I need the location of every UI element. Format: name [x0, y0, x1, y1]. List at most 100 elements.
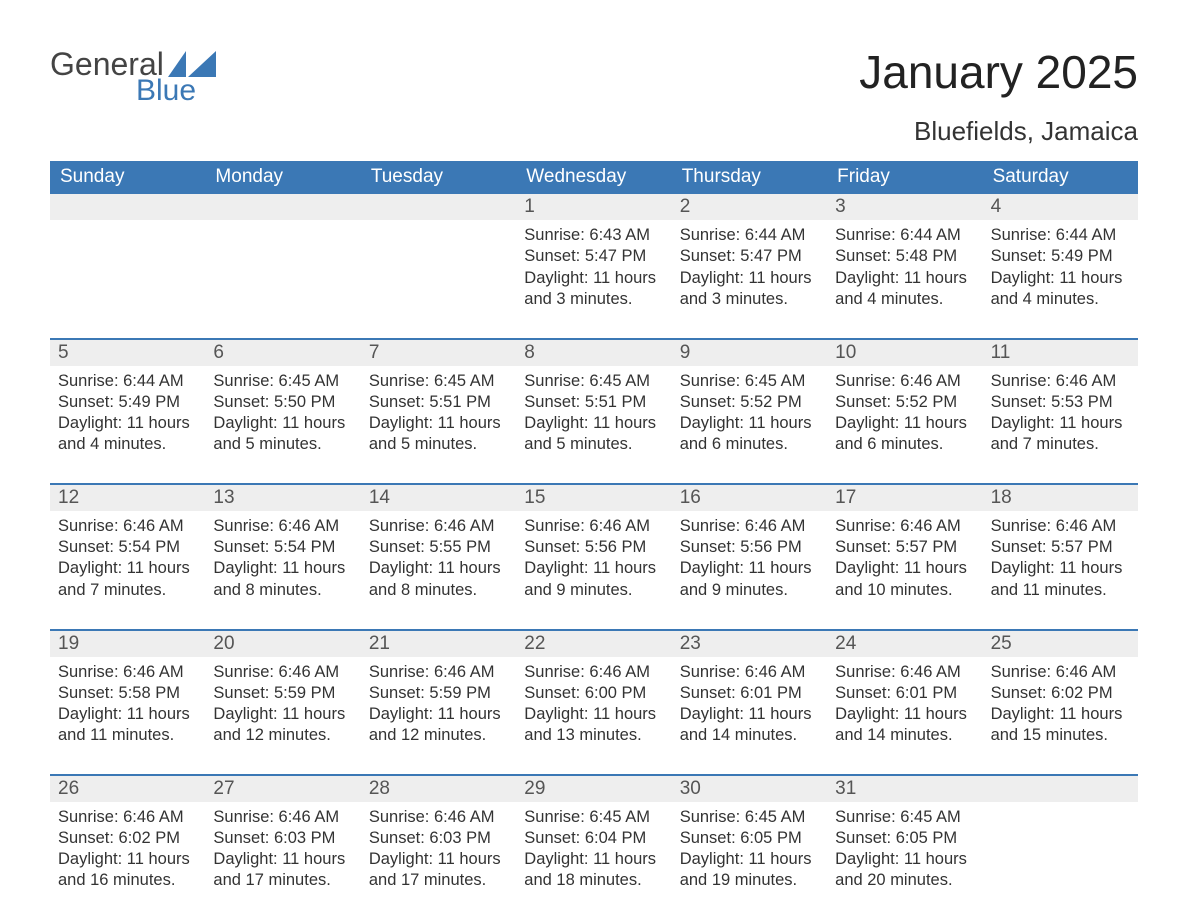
sunset-label: Sunset: [524, 393, 585, 411]
day-number: 11 [983, 340, 1138, 366]
sunrise-value: 6:46 AM [900, 372, 961, 390]
week-row: 12131415161718Sunrise: 6:46 AMSunset: 5:… [50, 483, 1138, 628]
day-cell: Sunrise: 6:44 AMSunset: 5:47 PMDaylight:… [672, 220, 827, 337]
sunrise-label: Sunrise: [991, 372, 1056, 390]
sunrise-value: 6:45 AM [745, 808, 806, 826]
sunset-label: Sunset: [524, 829, 585, 847]
day-cell: Sunrise: 6:44 AMSunset: 5:49 PMDaylight:… [50, 366, 205, 483]
daynum-row: 12131415161718 [50, 485, 1138, 511]
sunrise-label: Sunrise: [991, 517, 1056, 535]
daylight-label: Daylight: [835, 850, 904, 868]
sunset-value: 5:55 PM [429, 538, 490, 556]
sunset-label: Sunset: [58, 684, 119, 702]
day-number: 19 [50, 631, 205, 657]
sunset-value: 5:50 PM [274, 393, 335, 411]
sunrise-value: 6:45 AM [900, 808, 961, 826]
day-cell [50, 220, 205, 337]
sunrise-value: 6:46 AM [1056, 372, 1117, 390]
week-row: 567891011Sunrise: 6:44 AMSunset: 5:49 PM… [50, 338, 1138, 483]
day-number: 28 [361, 776, 516, 802]
sunrise-label: Sunrise: [58, 372, 123, 390]
day-cell: Sunrise: 6:45 AMSunset: 5:51 PMDaylight:… [361, 366, 516, 483]
sunrise-value: 6:46 AM [123, 517, 184, 535]
sunset-value: 5:51 PM [429, 393, 490, 411]
daylight-label: Daylight: [369, 705, 438, 723]
day-cell: Sunrise: 6:46 AMSunset: 6:02 PMDaylight:… [50, 802, 205, 919]
daynum-row: 1234 [50, 194, 1138, 220]
day-number: 22 [516, 631, 671, 657]
daylight-label: Daylight: [58, 559, 127, 577]
daylight-label: Daylight: [524, 559, 593, 577]
sunset-label: Sunset: [680, 829, 741, 847]
sunset-label: Sunset: [524, 684, 585, 702]
header: General Blue January 2025 Bluefields, Ja… [50, 48, 1138, 147]
sunrise-value: 6:46 AM [745, 663, 806, 681]
sunset-value: 5:52 PM [740, 393, 801, 411]
weekday-label: Monday [205, 161, 360, 194]
day-cell [205, 220, 360, 337]
sunset-value: 6:00 PM [585, 684, 646, 702]
sunrise-label: Sunrise: [680, 808, 745, 826]
day-number: 24 [827, 631, 982, 657]
sunset-value: 5:53 PM [1051, 393, 1112, 411]
daylight-label: Daylight: [835, 414, 904, 432]
week-row: 19202122232425Sunrise: 6:46 AMSunset: 5:… [50, 629, 1138, 774]
sunrise-label: Sunrise: [524, 226, 589, 244]
sunrise-label: Sunrise: [991, 663, 1056, 681]
day-number: 9 [672, 340, 827, 366]
sunset-label: Sunset: [680, 538, 741, 556]
day-number: 26 [50, 776, 205, 802]
daylight-label: Daylight: [680, 850, 749, 868]
weekday-label: Sunday [50, 161, 205, 194]
day-number: 23 [672, 631, 827, 657]
sunset-label: Sunset: [835, 538, 896, 556]
daylight-label: Daylight: [991, 414, 1060, 432]
day-number: 14 [361, 485, 516, 511]
daynum-row: 567891011 [50, 340, 1138, 366]
sunset-value: 5:59 PM [429, 684, 490, 702]
sunset-label: Sunset: [213, 829, 274, 847]
sunrise-label: Sunrise: [213, 372, 278, 390]
daylight-label: Daylight: [369, 850, 438, 868]
day-cell: Sunrise: 6:46 AMSunset: 5:59 PMDaylight:… [361, 657, 516, 774]
calendar: SundayMondayTuesdayWednesdayThursdayFrid… [50, 161, 1138, 919]
sunrise-value: 6:44 AM [900, 226, 961, 244]
sunset-value: 5:48 PM [896, 247, 957, 265]
sunrise-label: Sunrise: [213, 517, 278, 535]
sunrise-label: Sunrise: [524, 663, 589, 681]
sunset-value: 6:02 PM [119, 829, 180, 847]
sunrise-label: Sunrise: [369, 372, 434, 390]
day-cell: Sunrise: 6:46 AMSunset: 5:56 PMDaylight:… [516, 511, 671, 628]
day-cell: Sunrise: 6:46 AMSunset: 6:03 PMDaylight:… [205, 802, 360, 919]
day-cell: Sunrise: 6:46 AMSunset: 5:57 PMDaylight:… [827, 511, 982, 628]
sunset-label: Sunset: [369, 538, 430, 556]
sunrise-value: 6:44 AM [123, 372, 184, 390]
daylight-label: Daylight: [680, 705, 749, 723]
sunset-label: Sunset: [524, 247, 585, 265]
sunset-value: 5:47 PM [740, 247, 801, 265]
daylight-label: Daylight: [680, 559, 749, 577]
sunrise-value: 6:46 AM [279, 517, 340, 535]
sunset-value: 5:57 PM [1051, 538, 1112, 556]
sunrise-value: 6:46 AM [589, 663, 650, 681]
day-number: 30 [672, 776, 827, 802]
day-number: 15 [516, 485, 671, 511]
day-number: 21 [361, 631, 516, 657]
daynum-row: 19202122232425 [50, 631, 1138, 657]
sunset-value: 5:56 PM [585, 538, 646, 556]
daylight-label: Daylight: [991, 559, 1060, 577]
day-cell: Sunrise: 6:44 AMSunset: 5:48 PMDaylight:… [827, 220, 982, 337]
day-number: 20 [205, 631, 360, 657]
day-number: 10 [827, 340, 982, 366]
sunrise-value: 6:46 AM [900, 517, 961, 535]
sunrise-value: 6:45 AM [589, 808, 650, 826]
day-number: 16 [672, 485, 827, 511]
day-number: 7 [361, 340, 516, 366]
sunset-label: Sunset: [213, 393, 274, 411]
sunrise-value: 6:46 AM [434, 808, 495, 826]
sunrise-value: 6:46 AM [123, 663, 184, 681]
sunset-value: 5:57 PM [896, 538, 957, 556]
location-title: Bluefields, Jamaica [859, 116, 1138, 147]
daylight-label: Daylight: [58, 705, 127, 723]
sunset-value: 5:52 PM [896, 393, 957, 411]
